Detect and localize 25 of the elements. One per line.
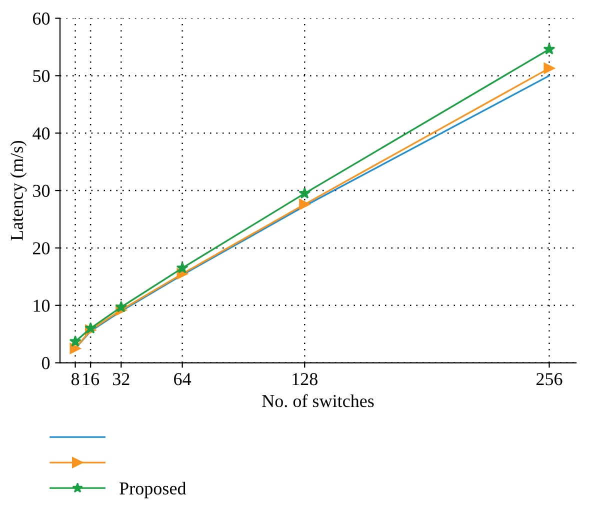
- y-tick-label: 40: [32, 127, 50, 140]
- x-tick-label: 32: [112, 373, 130, 386]
- x-tick-label: 16: [83, 373, 100, 386]
- point: [84, 322, 97, 334]
- x-tick-label: 256: [536, 373, 562, 386]
- y-tick-label: 30: [33, 184, 50, 197]
- point: [115, 300, 128, 312]
- point: [69, 335, 82, 347]
- y-tick-label: 60: [33, 12, 50, 25]
- point: [299, 198, 310, 210]
- point: [176, 262, 188, 274]
- y-tick-label: 20: [33, 242, 50, 254]
- y-tick-label: 0: [42, 357, 50, 370]
- x-axis-title: No. of switches: [262, 394, 374, 408]
- point: [544, 62, 555, 74]
- y-tick-label: 50: [33, 70, 50, 82]
- x-tick-label: 64: [174, 373, 192, 386]
- x-tick-label: 128: [292, 373, 318, 386]
- x-tick-label: 8: [71, 373, 80, 386]
- point: [70, 342, 81, 354]
- legend-label: Proposed: [120, 482, 186, 498]
- y-axis-title: Latency (m/s): [10, 140, 27, 240]
- y-tick-label: 10: [34, 300, 50, 312]
- point: [543, 43, 556, 54]
- point: [298, 187, 311, 199]
